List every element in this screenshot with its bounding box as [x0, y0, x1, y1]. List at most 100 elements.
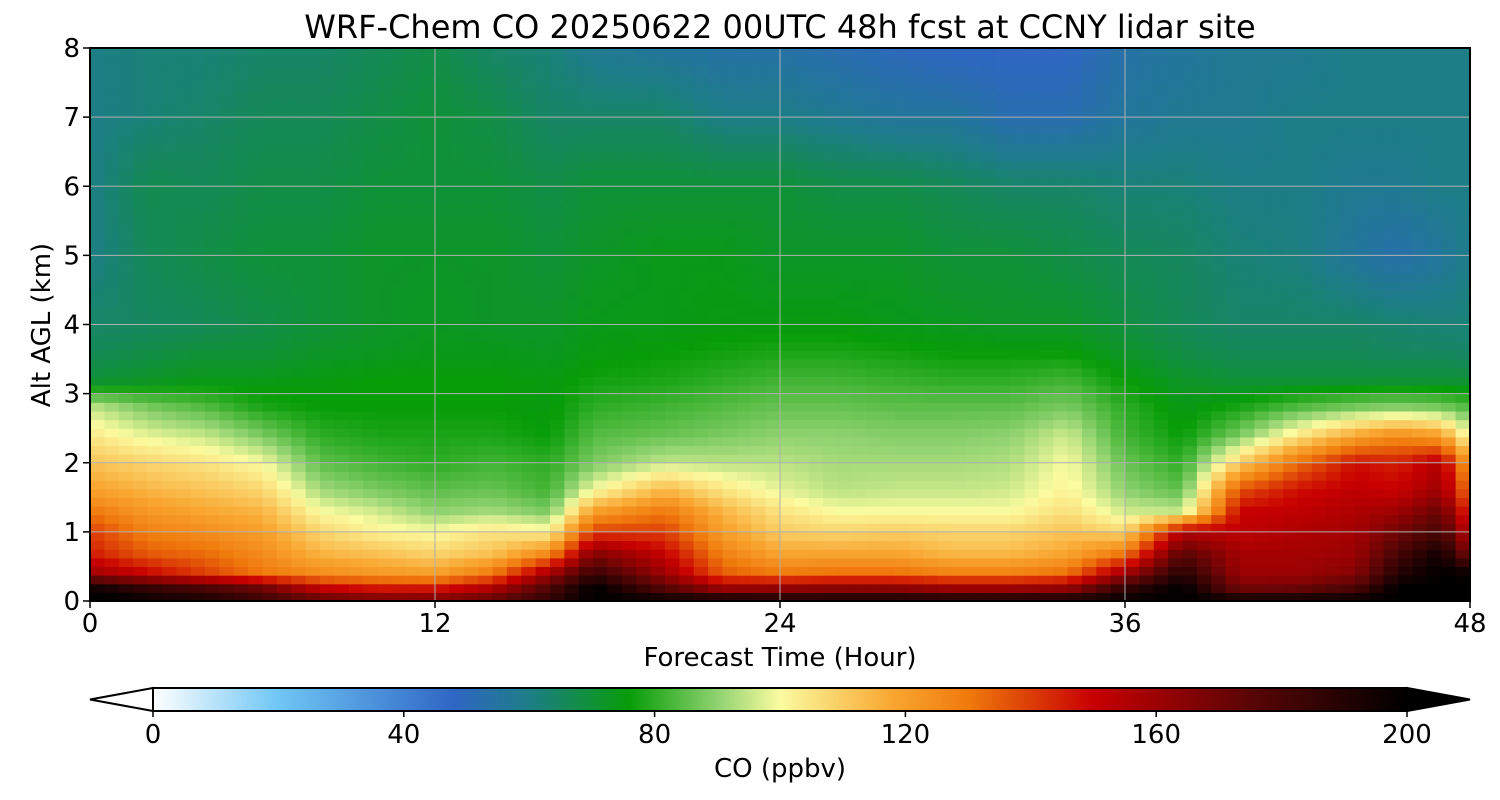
heatmap-cell	[435, 151, 450, 161]
heatmap-cell	[1455, 428, 1471, 438]
heatmap-cell	[118, 289, 134, 300]
heatmap-cell	[550, 488, 565, 498]
heatmap-cell	[420, 419, 436, 429]
heatmap-cell	[334, 514, 350, 524]
heatmap-cell	[679, 583, 695, 593]
heatmap-cell	[665, 203, 680, 213]
heatmap-cell	[291, 246, 307, 256]
heatmap-cell	[607, 151, 623, 161]
heatmap-cell	[190, 419, 206, 429]
heatmap-cell	[808, 566, 824, 576]
heatmap-cell	[276, 531, 292, 542]
heatmap-cell	[1455, 281, 1471, 291]
heatmap-cell	[406, 549, 422, 559]
heatmap-cell	[1038, 307, 1054, 317]
heatmap-cell	[765, 151, 781, 161]
heatmap-cell	[1311, 333, 1327, 343]
heatmap-cell	[1426, 505, 1442, 516]
heatmap-cell	[1182, 359, 1198, 369]
heatmap-cell	[1081, 177, 1097, 187]
heatmap-cell	[708, 540, 724, 550]
heatmap-cell	[420, 402, 436, 412]
heatmap-cell	[722, 402, 738, 412]
heatmap-cell	[722, 272, 738, 282]
heatmap-cell	[1441, 359, 1457, 369]
heatmap-cell	[794, 471, 810, 481]
heatmap-cell	[535, 471, 551, 481]
heatmap-cell	[636, 203, 652, 213]
heatmap-cell	[952, 298, 968, 308]
heatmap-cell	[708, 445, 724, 455]
heatmap-cell	[1182, 315, 1198, 326]
heatmap-cell	[449, 480, 465, 490]
heatmap-cell	[478, 488, 494, 498]
heatmap-cell	[751, 324, 767, 334]
heatmap-cell	[1053, 246, 1069, 256]
heatmap-cell	[851, 531, 867, 542]
heatmap-cell	[377, 384, 393, 395]
heatmap-cell	[1024, 566, 1040, 576]
heatmap-cell	[564, 384, 580, 395]
heatmap-cell	[650, 549, 666, 559]
heatmap-cell	[895, 307, 910, 317]
heatmap-cell	[1311, 281, 1327, 291]
heatmap-cell	[966, 238, 982, 248]
heatmap-cell	[593, 471, 609, 481]
heatmap-cell	[1053, 471, 1069, 481]
heatmap-cell	[722, 480, 738, 490]
heatmap-cell	[966, 255, 982, 265]
heatmap-cell	[607, 315, 623, 326]
heatmap-cell	[161, 341, 177, 352]
heatmap-cell	[1225, 324, 1241, 334]
heatmap-cell	[176, 540, 192, 550]
heatmap-cell	[966, 384, 982, 395]
heatmap-cell	[535, 540, 551, 550]
heatmap-cell	[708, 367, 724, 377]
heatmap-cell	[1081, 315, 1097, 326]
heatmap-cell	[320, 471, 335, 481]
heatmap-cell	[765, 255, 781, 265]
heatmap-cell	[305, 333, 321, 343]
heatmap-cell	[1182, 454, 1198, 464]
heatmap-cell	[391, 264, 407, 274]
heatmap-cell	[334, 454, 350, 464]
heatmap-cell	[751, 531, 767, 542]
heatmap-cell	[578, 480, 594, 490]
heatmap-cell	[147, 212, 163, 222]
heatmap-cell	[391, 402, 407, 412]
heatmap-cell	[1182, 497, 1198, 507]
heatmap-cell	[722, 575, 738, 585]
heatmap-cell	[1096, 376, 1112, 386]
heatmap-cell	[938, 540, 954, 550]
heatmap-cell	[1369, 160, 1385, 170]
heatmap-cell	[1153, 428, 1169, 438]
heatmap-cell	[506, 480, 522, 490]
heatmap-cell	[1254, 531, 1270, 542]
heatmap-cell	[1196, 238, 1212, 248]
heatmap-cell	[736, 505, 752, 516]
heatmap-cell	[550, 333, 565, 343]
heatmap-cell	[1053, 384, 1069, 395]
heatmap-cell	[348, 203, 364, 213]
heatmap-cell	[636, 497, 652, 507]
heatmap-cell	[320, 410, 335, 421]
heatmap-cell	[535, 220, 551, 231]
heatmap-cell	[923, 333, 939, 343]
heatmap-cell	[133, 324, 149, 334]
heatmap-cell	[1153, 350, 1169, 360]
heatmap-cell	[1268, 462, 1284, 472]
heatmap-cell	[363, 341, 379, 352]
heatmap-cell	[1383, 350, 1399, 360]
heatmap-cell	[1426, 350, 1442, 360]
heatmap-cell	[837, 333, 853, 343]
heatmap-cell	[952, 367, 968, 377]
heatmap-cell	[1254, 246, 1270, 256]
heatmap-cell	[1038, 592, 1054, 602]
heatmap-cell	[1110, 410, 1126, 421]
heatmap-cell	[276, 350, 292, 360]
heatmap-cell	[564, 557, 580, 568]
heatmap-cell	[291, 505, 307, 516]
heatmap-cell	[1355, 384, 1370, 395]
heatmap-cell	[463, 410, 479, 421]
heatmap-cell	[1211, 298, 1227, 308]
